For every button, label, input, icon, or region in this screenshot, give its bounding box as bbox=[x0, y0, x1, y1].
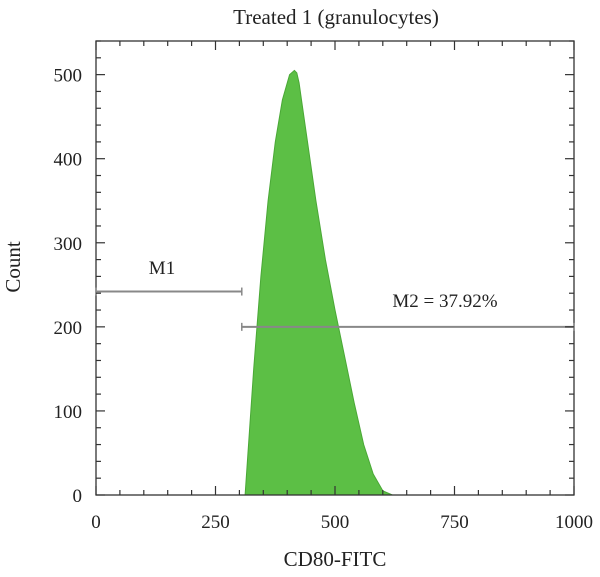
plot-area: M1 M2 = 37.92% bbox=[95, 40, 575, 496]
marker-label-m2: M2 = 37.92% bbox=[392, 291, 497, 312]
marker-label-m1: M1 bbox=[149, 258, 175, 279]
histogram-area-0 bbox=[244, 69, 393, 496]
x-axis: 0 250 500 750 1000 bbox=[91, 41, 593, 533]
x-tick-label: 750 bbox=[440, 512, 469, 533]
y-tick-label: 0 bbox=[73, 486, 83, 507]
y-tick-label: 400 bbox=[54, 150, 83, 171]
y-axis: 0 100 200 300 400 500 bbox=[54, 40, 574, 507]
x-axis-label: CD80-FITC bbox=[284, 547, 387, 571]
x-tick-label: 250 bbox=[201, 512, 230, 533]
y-tick-label: 200 bbox=[54, 318, 83, 339]
x-tick-label: 0 bbox=[91, 512, 101, 533]
y-tick-label: 500 bbox=[54, 66, 83, 87]
chart-title: Treated 1 (granulocytes) bbox=[233, 5, 439, 29]
y-tick-label: 100 bbox=[54, 402, 83, 423]
y-axis-label: Count bbox=[1, 241, 25, 293]
y-tick-label: 300 bbox=[54, 234, 83, 255]
x-tick-label: 1000 bbox=[555, 512, 593, 533]
x-tick-label: 500 bbox=[321, 512, 350, 533]
